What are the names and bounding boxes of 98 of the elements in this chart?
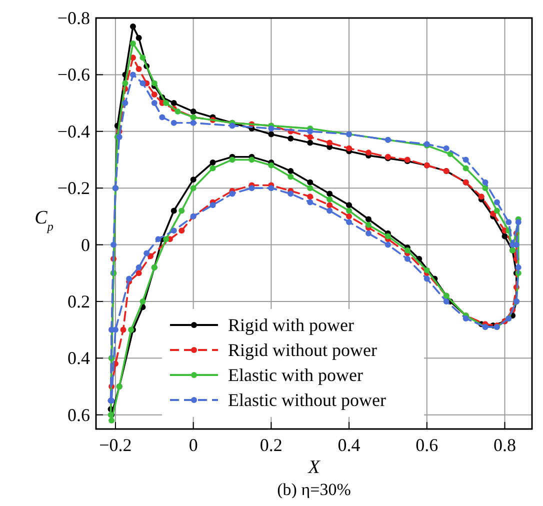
y-tick-label: 0.6 — [68, 404, 90, 425]
point — [307, 128, 314, 134]
y-tick-label: −0.6 — [57, 64, 90, 85]
point — [366, 216, 372, 222]
point — [190, 176, 196, 183]
point — [307, 140, 314, 146]
point — [140, 54, 146, 61]
point — [126, 276, 132, 282]
point — [174, 108, 181, 115]
y-tick-label: 0.4 — [68, 348, 90, 368]
point — [136, 264, 142, 270]
point — [170, 100, 177, 106]
point — [268, 185, 274, 192]
point — [346, 219, 352, 226]
point — [140, 80, 146, 86]
point — [288, 135, 294, 142]
point — [346, 202, 352, 208]
point — [494, 199, 500, 206]
x-tick-label: 0.2 — [260, 435, 282, 455]
point — [443, 298, 450, 304]
point — [155, 236, 162, 242]
point — [307, 199, 314, 206]
point — [424, 276, 430, 282]
point — [248, 156, 255, 163]
point — [288, 190, 294, 197]
point — [151, 100, 158, 106]
x-axis-title: X — [307, 457, 322, 478]
point — [130, 72, 136, 78]
point — [140, 298, 146, 304]
point — [515, 219, 522, 226]
point — [307, 179, 314, 186]
point — [159, 114, 166, 120]
y-tick-label: 0 — [81, 234, 90, 255]
x-tick-label: 0.4 — [338, 435, 360, 455]
point — [502, 233, 508, 240]
point — [190, 185, 196, 192]
x-tick-label: 0 — [188, 435, 198, 455]
point — [346, 208, 352, 214]
point — [268, 126, 274, 132]
y-tick-label: −0.2 — [57, 178, 90, 198]
point — [229, 190, 236, 197]
point — [170, 228, 177, 234]
point — [404, 256, 410, 262]
legend-label: Rigid without power — [228, 340, 377, 360]
point — [404, 247, 410, 254]
point — [229, 156, 236, 163]
point — [326, 196, 333, 202]
point — [515, 264, 522, 270]
point — [494, 208, 500, 214]
point — [462, 156, 469, 163]
point — [366, 222, 372, 228]
point — [462, 165, 469, 172]
y-axis-title: C$_{p}$ — [34, 208, 54, 234]
point — [288, 174, 294, 180]
x-tick-label: 0.6 — [416, 435, 438, 455]
point — [190, 120, 196, 126]
point — [248, 185, 255, 192]
point — [268, 162, 274, 168]
point — [108, 417, 115, 424]
point — [144, 250, 150, 256]
point — [384, 233, 391, 240]
point — [482, 179, 488, 186]
point — [506, 219, 512, 226]
legend-label: Rigid with power — [228, 315, 354, 335]
point — [326, 190, 333, 197]
point — [110, 242, 117, 248]
point — [170, 120, 177, 126]
x-tick-label: 0.8 — [494, 435, 516, 455]
point — [163, 100, 170, 106]
point — [384, 242, 391, 248]
point — [210, 202, 216, 208]
point — [163, 236, 170, 242]
point — [136, 34, 142, 41]
point — [122, 80, 128, 86]
point — [210, 165, 216, 172]
y-tick-label: 0.2 — [68, 291, 90, 312]
point — [307, 185, 314, 192]
point — [170, 208, 177, 214]
x-tick-label: −0.2 — [99, 435, 132, 455]
point — [130, 40, 136, 47]
legend-label: Elastic without power — [228, 390, 386, 410]
point — [229, 122, 236, 129]
point — [210, 160, 216, 166]
point — [178, 208, 185, 214]
point — [130, 24, 136, 30]
point — [151, 80, 158, 86]
point — [326, 208, 333, 214]
y-tick-label: −0.4 — [57, 121, 90, 142]
point — [443, 145, 450, 152]
point — [424, 267, 430, 274]
point — [268, 131, 274, 138]
y-tick-label: −0.8 — [57, 8, 90, 28]
point — [288, 168, 294, 174]
point — [122, 100, 128, 106]
legend-label: Elastic with power — [228, 365, 363, 385]
point — [190, 108, 196, 115]
point — [462, 315, 469, 322]
point — [366, 230, 372, 236]
